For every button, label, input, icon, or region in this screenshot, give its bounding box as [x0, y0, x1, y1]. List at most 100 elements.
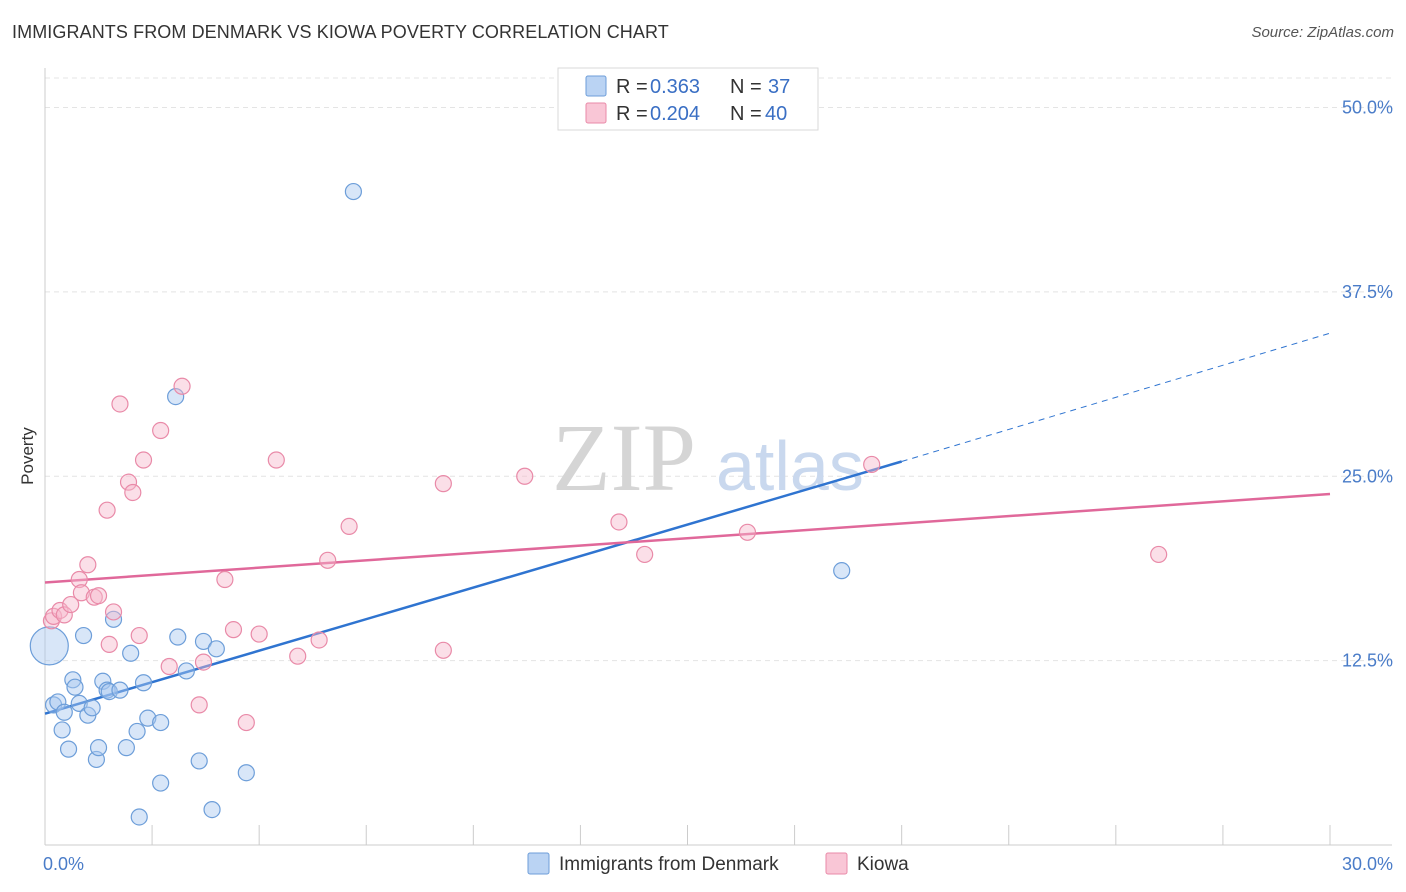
data-point-blue	[152, 774, 170, 792]
legend-r-value-blue: 0.363	[650, 76, 700, 98]
data-point-pink	[636, 545, 654, 564]
data-point-blue	[130, 808, 148, 826]
chart-title: IMMIGRANTS FROM DENMARK VS KIOWA POVERTY…	[12, 22, 669, 42]
data-point-pink	[289, 647, 307, 665]
data-point-blue	[194, 632, 213, 651]
x-tick-label: 30.0%	[1342, 854, 1393, 874]
data-point-pink	[190, 696, 208, 714]
data-point-blue	[152, 713, 170, 732]
data-point-pink	[79, 556, 97, 574]
series-legend-label-kiowa: Kiowa	[857, 854, 909, 875]
series-points-blue	[29, 182, 851, 826]
data-point-pink	[152, 421, 170, 440]
series-legend-swatch-kiowa	[825, 852, 848, 875]
data-point-blue	[207, 640, 225, 658]
data-point-pink	[216, 570, 234, 589]
data-point-pink	[516, 467, 534, 485]
trend-lines	[44, 332, 1331, 715]
legend-n-label-blue: N =	[730, 76, 762, 98]
data-point-blue	[833, 562, 851, 580]
data-point-pink	[319, 551, 337, 569]
data-point-blue	[89, 739, 108, 757]
data-point-pink	[738, 523, 757, 541]
data-point-blue	[53, 721, 71, 739]
data-point-blue	[344, 182, 362, 201]
series-legend: Immigrants from Denmark Kiowa	[527, 852, 909, 875]
data-point-pink	[160, 657, 178, 676]
data-point-pink	[55, 606, 73, 624]
data-point-blue	[66, 678, 84, 696]
y-tick-label: 12.5%	[1342, 651, 1393, 671]
data-point-pink	[70, 570, 88, 589]
legend-r-value-pink: 0.204	[650, 103, 700, 125]
data-point-blue	[177, 662, 195, 680]
grid-layer	[45, 77, 1392, 662]
data-point-pink	[434, 475, 452, 493]
data-point-blue	[104, 610, 123, 628]
data-point-blue	[94, 672, 112, 690]
legend-swatch-pink	[585, 102, 607, 124]
axis-layer: 12.5% 25.0% 37.5% 50.0% 0.0% 30.0%	[43, 68, 1393, 874]
watermark-atlas: atlas	[716, 427, 864, 505]
source-label: Source: ZipAtlas.com	[1251, 24, 1394, 41]
legend-n-label-pink: N =	[730, 103, 762, 125]
data-point-pink	[250, 625, 268, 643]
series-legend-label-denmark: Immigrants from Denmark	[559, 854, 779, 875]
data-point-pink	[434, 641, 452, 659]
data-point-pink	[237, 713, 255, 732]
data-point-pink	[130, 626, 148, 645]
trend-line-pink	[44, 492, 1331, 584]
data-point-pink	[173, 377, 191, 395]
data-point-pink	[1150, 545, 1168, 564]
data-point-blue	[139, 709, 157, 727]
legend-n-value-blue: 37	[768, 76, 790, 98]
data-point-pink	[111, 395, 129, 413]
watermark: ZIP atlas	[552, 404, 864, 511]
data-point-pink	[194, 653, 213, 671]
data-point-pink	[44, 607, 63, 625]
data-point-pink	[62, 595, 80, 614]
data-point-blue	[134, 674, 153, 692]
data-point-blue	[167, 388, 185, 406]
data-point-blue	[70, 694, 88, 713]
y-tick-label: 25.0%	[1342, 466, 1393, 486]
data-point-blue	[100, 682, 118, 701]
legend-n-value-pink: 40	[765, 103, 787, 125]
data-point-pink	[98, 501, 116, 519]
data-point-pink	[224, 621, 243, 639]
data-points	[29, 182, 1168, 826]
data-point-blue	[203, 800, 221, 819]
data-point-blue	[122, 644, 140, 662]
data-point-blue	[237, 764, 255, 782]
data-point-pink	[863, 455, 881, 474]
data-point-blue	[128, 722, 146, 741]
data-point-pink	[119, 473, 138, 491]
trend-extension-blue	[901, 332, 1331, 462]
correlation-legend: R = 0.363 N = 37 R = 0.204 N = 40	[557, 67, 819, 131]
data-point-blue	[49, 693, 67, 711]
data-point-pink	[100, 635, 118, 654]
data-point-pink	[267, 451, 285, 469]
data-point-pink	[72, 584, 91, 602]
series-legend-swatch-denmark	[527, 852, 550, 875]
legend-r-label-blue: R =	[616, 76, 648, 98]
data-point-pink	[340, 517, 358, 536]
data-point-blue	[74, 626, 93, 645]
data-point-blue	[190, 752, 208, 770]
y-tick-label: 50.0%	[1342, 98, 1393, 118]
data-point-pink	[124, 483, 142, 502]
data-point-pink	[134, 451, 153, 469]
series-points-pink	[42, 377, 1168, 732]
y-tick-label: 37.5%	[1342, 282, 1393, 302]
legend-r-label-pink: R =	[616, 103, 648, 125]
data-point-blue	[111, 681, 129, 699]
watermark-zip: ZIP	[552, 404, 696, 511]
trend-line-blue	[44, 460, 903, 715]
data-point-blue	[169, 628, 187, 646]
data-point-pink	[610, 513, 628, 531]
y-axis-label: Poverty	[18, 427, 37, 485]
data-point-blue	[55, 703, 73, 721]
data-point-pink	[89, 587, 108, 605]
data-point-pink	[310, 631, 328, 649]
